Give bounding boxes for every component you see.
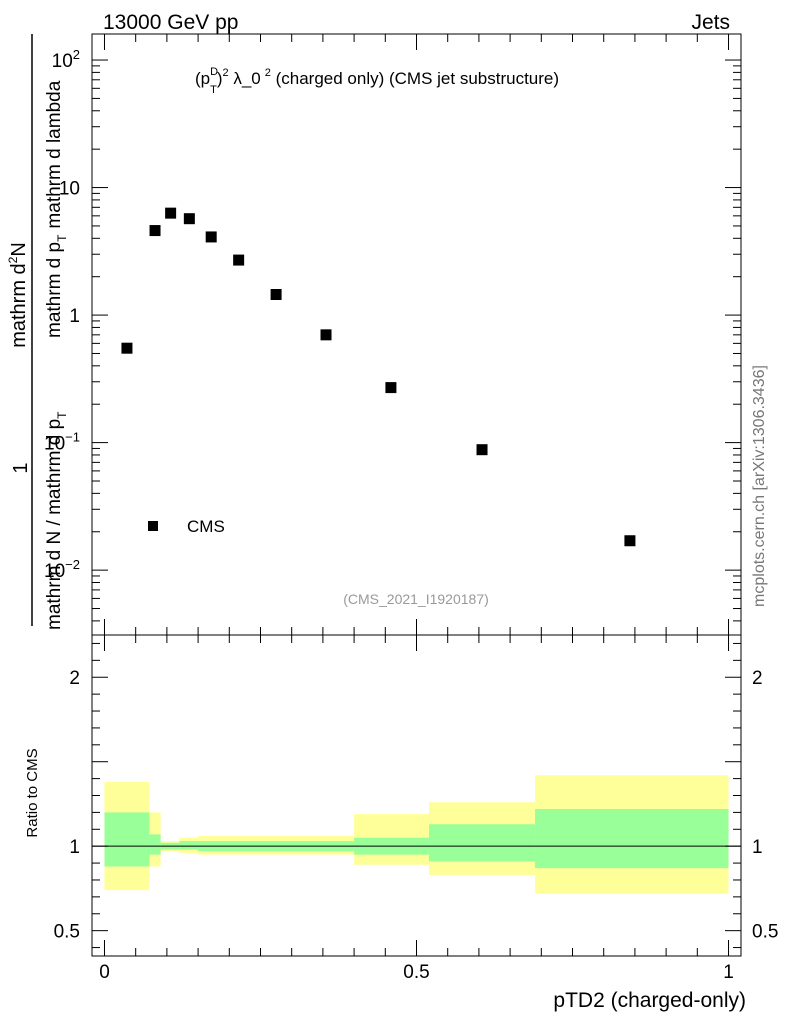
process-label: Jets <box>691 11 730 34</box>
x-tick-label: 0 <box>99 962 110 983</box>
main-y-axis-label: 1 mathrm d2N mathrm d pTmathrm d lambda … <box>6 34 69 630</box>
uncertainty-band-inner <box>149 834 161 855</box>
legend-label-cms: CMS <box>187 517 225 536</box>
svg-text:mathrm d pTmathrm d lambda: mathrm d pTmathrm d lambda <box>44 80 69 338</box>
ratio-panel: 0.5 0.5 1 1 2 2 0 0.5 1 <box>54 634 778 983</box>
legend-marker-cms <box>148 521 158 531</box>
ratio-y-tick-label: 2 <box>69 668 80 689</box>
main-plot-area <box>121 207 636 547</box>
main-y-tick-label: 1 <box>69 306 80 327</box>
uncertainty-band-inner <box>104 812 150 867</box>
data-point-cms <box>320 329 332 341</box>
x-tick-label: 1 <box>723 962 734 983</box>
ratio-y-tick-label-right: 1 <box>752 837 763 858</box>
data-point-cms <box>121 342 133 354</box>
site-watermark: mcplots.cern.ch [arXiv:1306.3436] <box>751 365 768 607</box>
main-y-tick-label: 102 <box>52 47 80 72</box>
data-point-cms <box>476 444 488 456</box>
data-point-cms <box>385 382 397 394</box>
data-point-cms <box>149 225 161 237</box>
main-y-tick-label: 10 <box>59 179 80 200</box>
ratio-frame <box>91 634 742 957</box>
uncertainty-band-inner <box>179 841 199 850</box>
ratio-y-tick-label-right: 0.5 <box>752 922 778 943</box>
main-panel: 10−2 10−1 1 10 102 (pD T)2 λ_0 2 (charged only… <box>44 33 742 636</box>
svg-text:mathrm d2N: mathrm d2N <box>6 242 30 348</box>
main-y-tick-label: 10−1 <box>44 430 80 455</box>
ratio-axis-ticks: 0.5 0.5 1 1 2 2 0 0.5 1 <box>54 635 778 983</box>
svg-text:1: 1 <box>10 462 32 473</box>
main-axis-ticks: 10−2 10−1 1 10 102 <box>44 34 741 635</box>
ratio-y-axis-label: Ratio to CMS <box>24 748 41 837</box>
ratio-plot-area <box>92 775 741 894</box>
data-point-cms <box>183 213 195 225</box>
x-tick-label: 0.5 <box>403 962 429 983</box>
data-point-cms <box>624 535 636 547</box>
data-point-cms <box>233 254 245 266</box>
analysis-id-label: (CMS_2021_I1920187) <box>343 591 489 607</box>
uncertainty-band-inner <box>428 824 536 862</box>
data-point-cms <box>165 207 177 219</box>
ratio-y-tick-label-right: 2 <box>752 668 763 689</box>
x-axis-label: pTD2 (charged-only) <box>553 989 746 1012</box>
chart-title: (pD T)2 λ_0 2 (charged only) (CMS jet subs… <box>195 66 559 96</box>
data-point-cms <box>205 231 217 243</box>
main-y-tick-label: 10−2 <box>44 557 80 582</box>
main-frame <box>91 33 742 636</box>
energy-label: 13000 GeV pp <box>103 11 238 34</box>
data-point-cms <box>270 289 282 301</box>
svg-text:mathrm d N / mathrm d pT: mathrm d N / mathrm d pT <box>44 411 69 630</box>
ratio-y-tick-label: 0.5 <box>54 922 80 943</box>
uncertainty-band-inner <box>535 809 729 869</box>
ratio-y-tick-label: 1 <box>69 837 80 858</box>
